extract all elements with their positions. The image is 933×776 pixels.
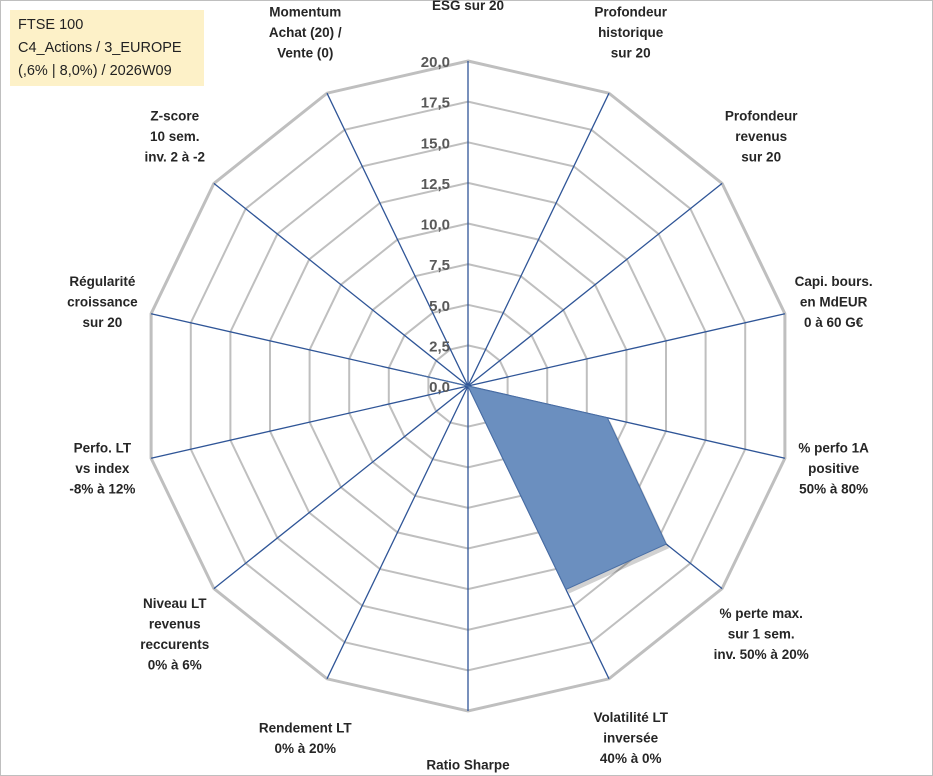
axis-label: Volatilité LT inversée 40% à 0% — [593, 710, 668, 766]
axis-label-line: Perfo. LT — [74, 441, 132, 456]
tick-label: 2,5 — [429, 338, 450, 355]
axis-label-line: 0% à 6% — [148, 657, 202, 672]
axis-label-line: Ratio Sharpe — [426, 758, 510, 773]
tick-label: 12,5 — [421, 176, 450, 193]
axis-label: NoteESG sur 20 — [432, 0, 504, 13]
axis-label-line: Régularité — [69, 274, 136, 289]
axis-label-line: sur 20 — [611, 45, 651, 60]
axis-label-line: 50% à 80% — [799, 482, 868, 497]
axis-label-line: Rendement LT — [259, 720, 353, 735]
axis-label-line: 10 sem. — [150, 129, 200, 144]
axis-label: Profondeur historique sur 20 — [594, 4, 667, 60]
axis-label-line: % perte max. — [720, 606, 803, 621]
axis-label: % perte max. sur 1 sem. inv. 50% à 20% — [714, 606, 809, 662]
axis-label-line: -8% à 12% — [69, 482, 135, 497]
axis-label-line: Momentum — [269, 4, 341, 19]
axis-spoke — [150, 385, 469, 459]
tick-label: 20,0 — [421, 54, 450, 71]
axis-label-line: Volatilité LT — [593, 710, 668, 725]
info-line-params: (,6% | 8,0%) / 2026W09 — [18, 63, 172, 79]
axis-label-line: 0% à 20% — [275, 741, 337, 756]
info-line-category: C4_Actions / 3_EUROPE — [18, 40, 182, 56]
axis-label-line: sur 20 — [83, 315, 123, 330]
axis-label-line: 40% à 0% — [600, 751, 662, 766]
axis-label-line: inv. 2 à -2 — [145, 149, 206, 164]
tick-labels-group: 0,0 2,5 5,0 7,5 10,0 12,5 15,0 17,5 20,0 — [421, 54, 450, 396]
info-line-index: FTSE 100 — [18, 17, 84, 33]
axis-label-line: Z-score — [150, 108, 199, 123]
axis-label: Perfo. LT vs index -8% à 12% — [69, 441, 135, 497]
tick-label: 17,5 — [421, 95, 450, 112]
tick-label: 10,0 — [421, 217, 450, 234]
axis-label: Profondeur revenus sur 20 — [725, 108, 798, 164]
axis-label-line: Profondeur — [594, 4, 667, 19]
axis-labels-group: NoteESG sur 20 Profondeur historique sur 20… — [67, 0, 873, 776]
axis-label: Capi. bours. en MdEUR 0 à 60 G€ — [795, 274, 873, 330]
axis-label: Ratio Sharpe0 à 1 — [426, 758, 510, 776]
axis-label-line: inv. 50% à 20% — [714, 647, 809, 662]
axis-label-line: sur 1 sem. — [728, 627, 795, 642]
series-area — [410, 372, 667, 591]
axis-label-line: croissance — [67, 294, 138, 309]
axis-label: Niveau LT revenus reccurents 0% à 6% — [140, 596, 209, 673]
tick-label: 5,0 — [429, 298, 450, 315]
axis-spoke — [213, 182, 469, 387]
axis-label-line: revenus — [735, 129, 787, 144]
axis-label-line: Capi. bours. — [795, 274, 873, 289]
axis-label-line: inversée — [603, 731, 658, 746]
axis-spoke — [467, 92, 610, 387]
axis-label-line: Achat (20) / — [269, 25, 342, 40]
axis-label-line: reccurents — [140, 637, 209, 652]
axis-label: Rendement LT 0% à 20% — [259, 720, 353, 756]
axis-label-line: Profondeur — [725, 108, 798, 123]
axis-label: Régularité croissance sur 20 — [67, 274, 138, 330]
axis-spoke — [467, 182, 723, 387]
axis-label-line: en MdEUR — [800, 294, 868, 309]
axis-label-line: historique — [598, 25, 664, 40]
axis-label-line: revenus — [149, 616, 201, 631]
axis-label: Momentum Achat (20) / Vente (0) — [269, 4, 342, 60]
tick-label: 15,0 — [421, 135, 450, 152]
axis-label: Z-score 10 sem. inv. 2 à -2 — [145, 108, 206, 164]
axis-label-line: 0 à 60 G€ — [804, 315, 864, 330]
axis-label-line: Vente (0) — [277, 45, 333, 60]
axis-label: % perfo 1A positive 50% à 80% — [798, 441, 869, 497]
tick-label: 7,5 — [429, 257, 450, 274]
axis-spoke — [326, 385, 469, 680]
axis-spoke — [467, 313, 786, 387]
axis-label-line: ESG sur 20 — [432, 0, 504, 13]
info-box: FTSE 100 C4_Actions / 3_EUROPE (,6% | 8,… — [10, 10, 204, 86]
axis-label-line: % perfo 1A — [798, 441, 869, 456]
axis-spoke — [213, 385, 469, 590]
tick-label: 0,0 — [429, 379, 450, 396]
axis-spoke — [326, 92, 469, 387]
axis-label-line: vs index — [75, 461, 130, 476]
axis-label-line: Niveau LT — [143, 596, 207, 611]
axis-label-line: sur 20 — [741, 149, 781, 164]
axis-label-line: positive — [808, 461, 860, 476]
